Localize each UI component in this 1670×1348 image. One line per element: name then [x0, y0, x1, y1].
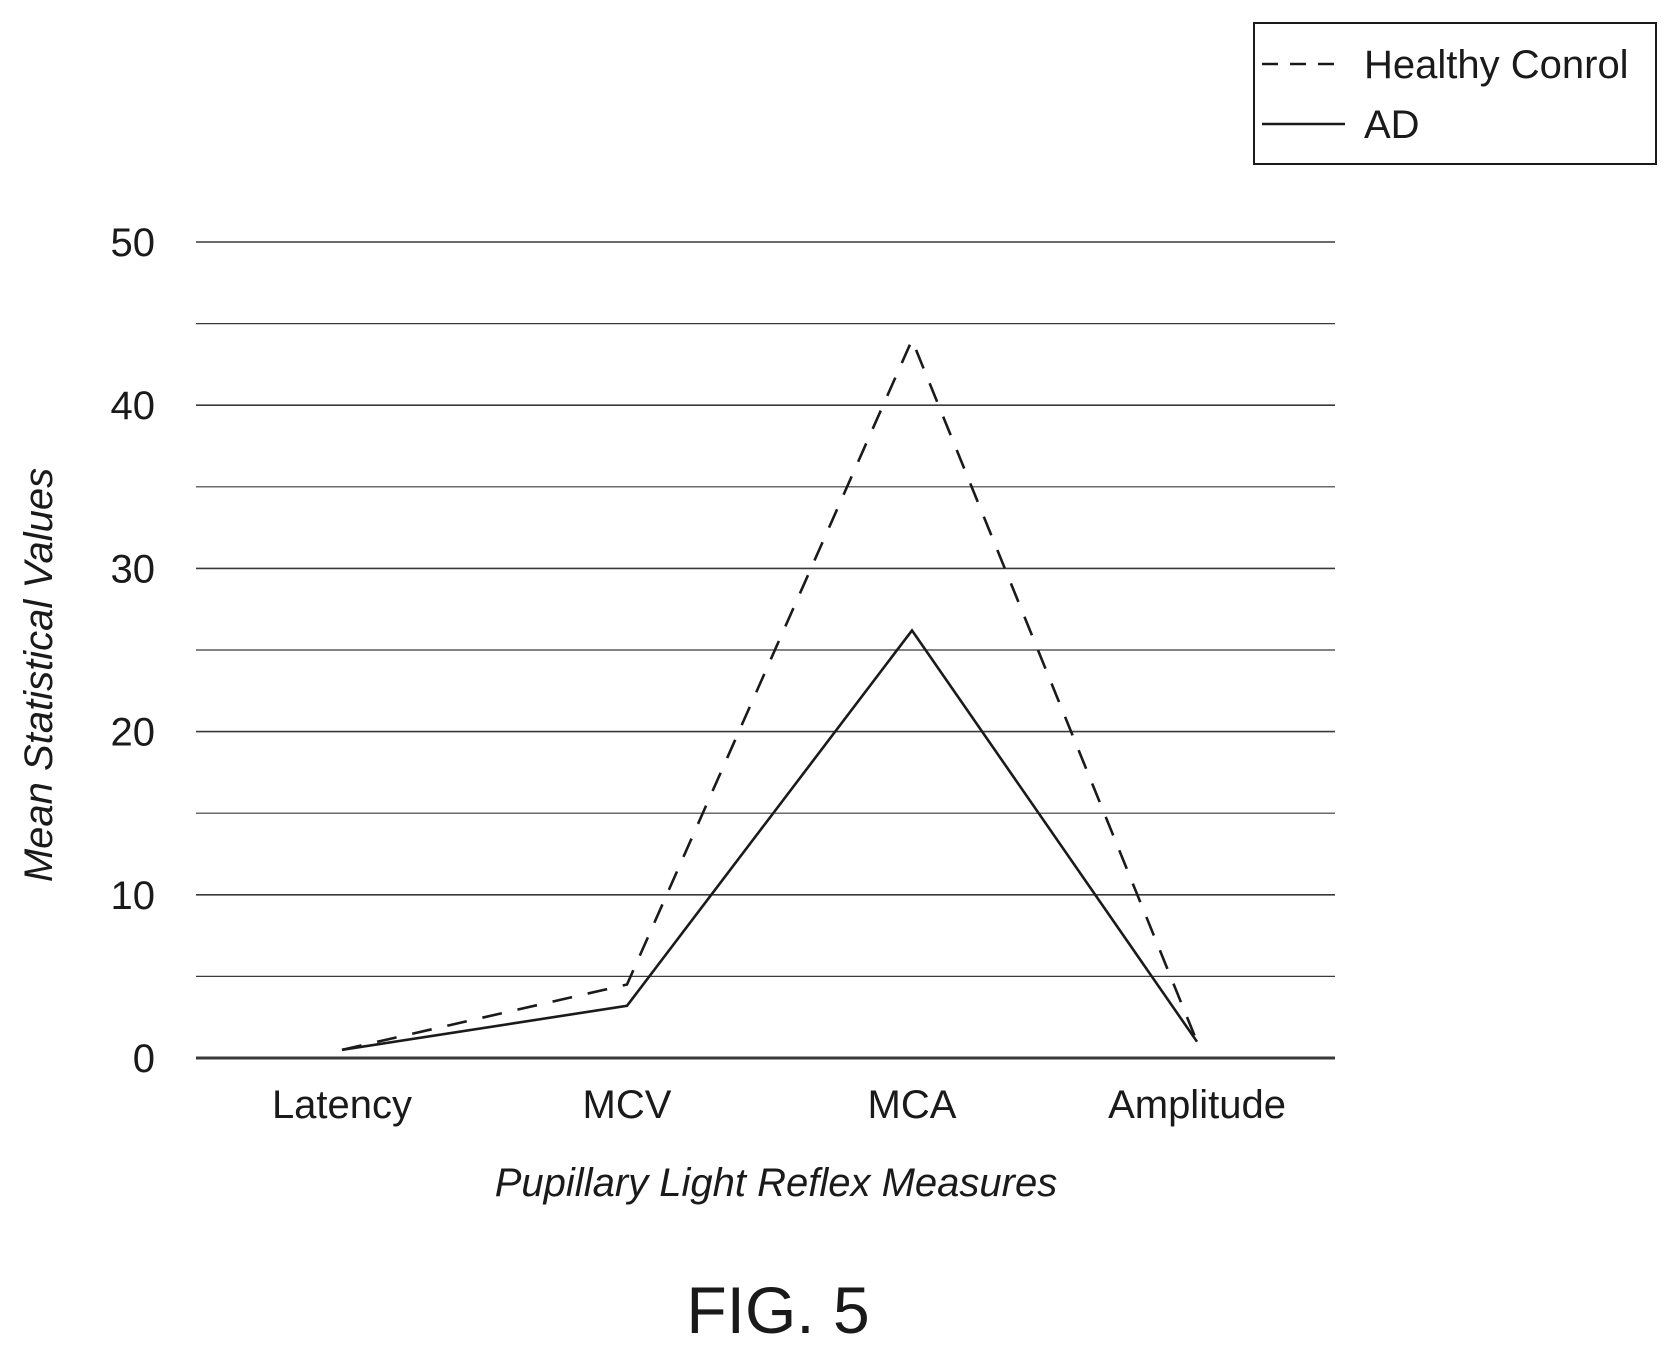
y-tick-label: 20 — [111, 711, 156, 755]
gridlines — [196, 241, 1335, 1060]
x-tick-label: MCV — [583, 1083, 672, 1127]
figure-label: FIG. 5 — [686, 1273, 869, 1347]
y-tick-labels: 0 10 20 30 40 50 — [111, 221, 156, 1081]
legend: Healthy Conrol AD — [1253, 22, 1657, 165]
legend-box — [1253, 22, 1657, 165]
x-tick-label: Latency — [272, 1083, 412, 1127]
y-tick-label: 0 — [133, 1037, 155, 1081]
x-tick-label: MCA — [868, 1083, 957, 1127]
x-axis-title: Pupillary Light Reflex Measures — [495, 1161, 1057, 1205]
y-tick-label: 10 — [111, 874, 156, 918]
y-axis-title: Mean Statistical Values — [17, 468, 61, 882]
x-tick-labels: Latency MCV MCA Amplitude — [272, 1083, 1286, 1127]
y-tick-label: 50 — [111, 221, 156, 265]
y-tick-label: 40 — [111, 384, 156, 428]
legend-label-healthy-control: Healthy Conrol — [1364, 43, 1629, 87]
y-tick-label: 30 — [111, 547, 156, 591]
series-lines — [341, 336, 1199, 1052]
series-line-ad — [341, 628, 1199, 1052]
legend-label-ad: AD — [1364, 103, 1420, 147]
x-tick-label: Amplitude — [1108, 1083, 1286, 1127]
series-line-healthy-control — [341, 336, 1199, 1052]
